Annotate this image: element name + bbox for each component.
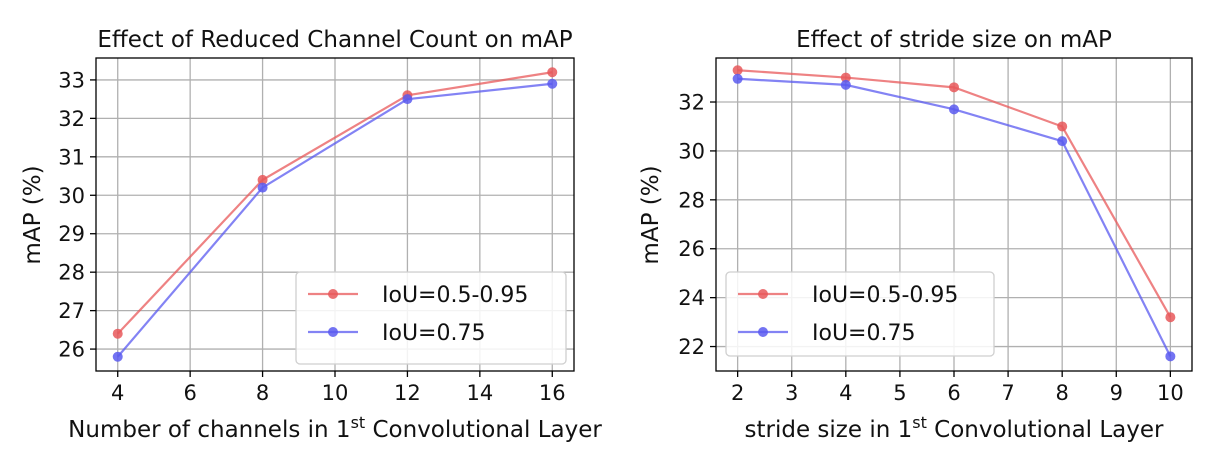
chart-1-y-tick-label: 30 xyxy=(58,184,85,208)
chart-2-x-tick-label: 3 xyxy=(785,381,798,405)
chart-1-x-tick-label: 6 xyxy=(183,381,196,405)
chart-2-legend-label: IoU=0.75 xyxy=(812,321,915,346)
chart-1-legend-swatch-marker xyxy=(328,289,338,299)
chart-2: Effect of stride size on mAP 2 3 4 5 6 7 8 9 10 22… xyxy=(638,27,1193,443)
chart-1-x-axis-label-superscript: st xyxy=(351,413,366,432)
chart-2-series-1-point xyxy=(1057,121,1068,132)
chart-2-y-tick-label: 32 xyxy=(678,91,705,115)
chart-2-series-1-point xyxy=(1165,312,1176,323)
chart-1-x-axis-label-prefix: Number of channels in 1 xyxy=(68,417,350,443)
chart-1-series-1-point xyxy=(112,328,123,339)
chart-2-x-axis-label-suffix: Convolutional Layer xyxy=(927,417,1164,443)
chart-1-series-2-point xyxy=(402,94,413,105)
chart-2-x-tick-label: 4 xyxy=(839,381,852,405)
chart-1-y-tick-label: 32 xyxy=(58,107,85,131)
chart-1-x-tick-label: 16 xyxy=(539,381,566,405)
chart-1-x-tick-label: 10 xyxy=(322,381,349,405)
chart-2-series-2-point xyxy=(949,104,959,115)
chart-1-series-1-line xyxy=(116,71,553,335)
chart-2-y-tick-label: 24 xyxy=(678,286,705,310)
chart-1-y-tick-label: 27 xyxy=(58,299,85,323)
chart-2-y-tick-label: 22 xyxy=(678,335,705,359)
chart-1-legend-box xyxy=(295,271,567,365)
chart-1-series-1-point xyxy=(547,67,558,78)
chart-1-x-tick-label: 4 xyxy=(111,381,124,405)
chart-1-x-axis-label: Number of channels in 1st Convolutional … xyxy=(68,413,602,443)
chart-2-legend-swatch-marker xyxy=(758,289,768,299)
chart-2-series-1-point xyxy=(732,65,743,76)
chart-1-y-axis-label: mAP (%) xyxy=(20,165,46,264)
chart-2-x-tick-label: 6 xyxy=(947,381,960,405)
chart-2-series-1-point xyxy=(949,82,959,93)
chart-2-x-axis-label-superscript: st xyxy=(912,413,927,432)
chart-2-x-axis-label-prefix: stride size in 1 xyxy=(745,417,913,443)
chart-1-series-1 xyxy=(112,67,558,339)
chart-1-y-tick-label: 28 xyxy=(58,261,85,285)
chart-2-legend: IoU=0.5-0.95 IoU=0.75 xyxy=(725,271,995,357)
chart-2-legend-box xyxy=(725,271,995,357)
chart-1-title: Effect of Reduced Channel Count on mAP xyxy=(97,27,572,53)
chart-1-x-tick-label: 12 xyxy=(394,381,421,405)
chart-2-series-1-point xyxy=(840,72,851,83)
chart-2-legend-swatch-marker xyxy=(758,327,768,337)
chart-1: Effect of Reduced Channel Count on mAP 4 6… xyxy=(20,27,602,443)
chart-1-legend-label: IoU=0.5-0.95 xyxy=(382,283,528,308)
chart-1-series-1-point xyxy=(257,174,268,185)
chart-2-title: Effect of stride size on mAP xyxy=(796,27,1112,53)
chart-2-series-2 xyxy=(732,73,1176,362)
chart-1-legend-swatch-marker xyxy=(328,327,338,337)
chart-2-x-tick-label: 2 xyxy=(731,381,744,405)
chart-2-series-2-point xyxy=(1165,351,1176,362)
chart-1-y-tick-label: 33 xyxy=(58,68,85,92)
chart-1-series-2-point xyxy=(547,78,558,89)
chart-2-series-1 xyxy=(732,65,1176,323)
chart-2-y-tick-label: 26 xyxy=(678,237,705,261)
chart-2-y-tick-label: 28 xyxy=(678,188,705,212)
chart-1-y-tick-label: 26 xyxy=(58,338,85,362)
chart-2-y-tick-label: 30 xyxy=(678,139,705,163)
chart-1-legend: IoU=0.5-0.95 IoU=0.75 xyxy=(295,271,567,365)
chart-2-x-tick-label: 8 xyxy=(1055,381,1068,405)
chart-2-series-2-point xyxy=(840,79,851,90)
chart-1-x-tick-label: 8 xyxy=(256,381,269,405)
chart-1-y-tick-label: 31 xyxy=(58,145,85,169)
chart-1-legend-label: IoU=0.75 xyxy=(382,321,485,346)
chart-1-series-2-point xyxy=(257,182,268,193)
chart-2-x-tick-label: 10 xyxy=(1157,381,1184,405)
chart-2-y-axis-label: mAP (%) xyxy=(638,165,664,264)
chart-1-y-tick-label: 29 xyxy=(58,222,85,246)
chart-2-x-tick-label: 9 xyxy=(1110,381,1123,405)
chart-2-x-tick-label: 5 xyxy=(893,381,906,405)
chart-2-legend-label: IoU=0.5-0.95 xyxy=(812,283,958,308)
chart-1-series-2 xyxy=(112,78,558,362)
chart-2-series-2-point xyxy=(1057,136,1068,147)
chart-1-x-tick-label: 14 xyxy=(466,381,493,405)
chart-2-x-axis-label: stride size in 1st Convolutional Layer xyxy=(745,413,1165,443)
chart-2-x-tick-label: 7 xyxy=(1001,381,1014,405)
chart-1-series-2-line xyxy=(116,82,553,358)
chart-1-x-axis-label-suffix: Convolutional Layer xyxy=(365,417,602,443)
chart-1-series-2-point xyxy=(112,351,123,362)
chart-2-series-2-point xyxy=(732,73,743,84)
